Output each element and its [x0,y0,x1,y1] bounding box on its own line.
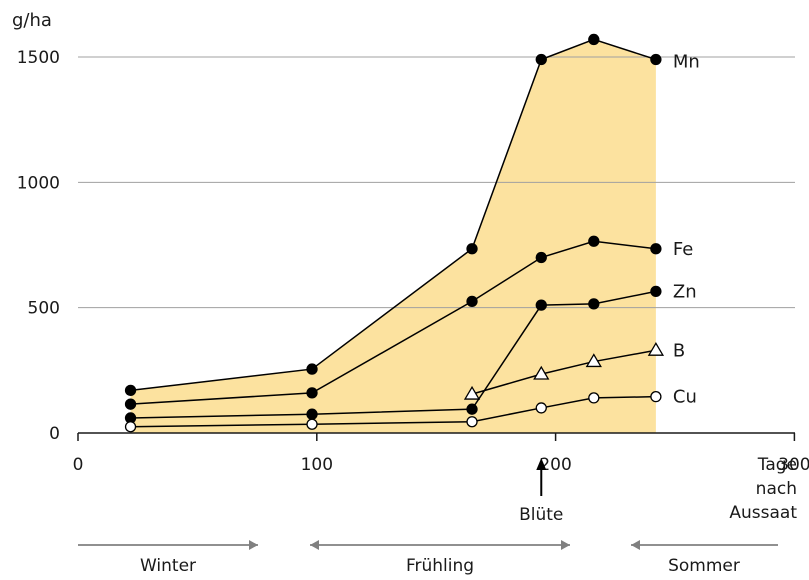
point-b-3 [647,341,665,356]
series-line-zn [130,290,657,419]
bloom-arrow-head [536,458,547,470]
axes: g/ha Tage nach Aussaat [12,10,797,523]
y-tick-label-1500: 1500 [17,48,60,68]
point-zn-2 [466,403,478,415]
series-label-b: B [673,340,685,361]
point-zn-3 [535,299,547,311]
point-cu-2 [466,416,478,428]
point-zn-1 [306,408,318,420]
point-fe-1 [306,387,318,399]
uptake-area [130,39,656,433]
point-cu-0 [124,421,137,433]
point-b-1 [533,365,550,380]
x-tick-label-300: 300 [778,455,809,475]
season-winter-arrow-head-right [249,540,258,550]
series-label-mn: Mn [673,52,700,73]
horizontal-gridlines [78,56,795,309]
point-mn-1 [306,363,318,375]
season-winter-label: Winter [140,556,196,576]
point-fe-4 [588,235,600,247]
uptake-area-fill [130,39,656,433]
x-axis-label-line-3: Aussaat [729,503,797,523]
point-mn-0 [124,384,137,397]
point-fe-2 [466,295,478,308]
point-b-0 [463,385,481,400]
x-tick-label-100: 100 [301,455,333,475]
y-tick-label-0: 0 [49,424,60,444]
series-line-fe [130,240,656,405]
x-tick-label-0: 0 [73,455,84,475]
point-fe-3 [535,251,547,264]
point-zn-4 [588,298,600,310]
season-summer-arrow-head-left [631,540,640,550]
point-fe-5 [650,243,662,255]
series-line-cu [130,395,656,428]
y-tick-label-500: 500 [28,299,60,319]
point-mn-4 [588,33,600,46]
season-summer-label: Sommer [668,556,740,576]
x-axis-label-line-1: Tage [757,455,797,475]
point-mn-2 [466,243,478,255]
x-axis-label-line-2: nach [756,479,797,499]
series-label-cu: Cu [673,387,697,408]
tick-labels: 0 500 1000 1500 0 100 200 300 [17,48,809,475]
series-label-zn: Zn [673,281,697,302]
point-cu-1 [306,418,318,430]
point-zn-5 [650,285,662,298]
series-labels: Mn Fe Zn B Cu [673,52,700,408]
point-cu-4 [588,392,600,404]
point-mn-3 [535,53,547,66]
point-mn-5 [650,53,662,66]
x-tick-label-200: 200 [539,455,571,475]
season-timeline: Winter Frühling Sommer [78,540,778,576]
point-cu-3 [535,402,547,414]
series-label-fe: Fe [673,239,693,260]
series-line-mn [130,38,657,392]
bloom-annotation: Blüte [519,458,563,525]
season-spring-arrow-head-right [561,540,570,550]
season-spring-arrow-head-left [310,540,319,550]
series-markers [124,33,665,433]
point-fe-0 [124,398,137,410]
season-spring-label: Frühling [406,556,474,576]
point-cu-5 [650,391,662,403]
series-line-b [471,349,657,395]
point-b-2 [585,353,602,368]
y-tick-label-1000: 1000 [17,173,60,193]
series-lines [130,38,657,428]
y-axis-label: g/ha [12,10,52,31]
bloom-label: Blüte [519,505,563,525]
